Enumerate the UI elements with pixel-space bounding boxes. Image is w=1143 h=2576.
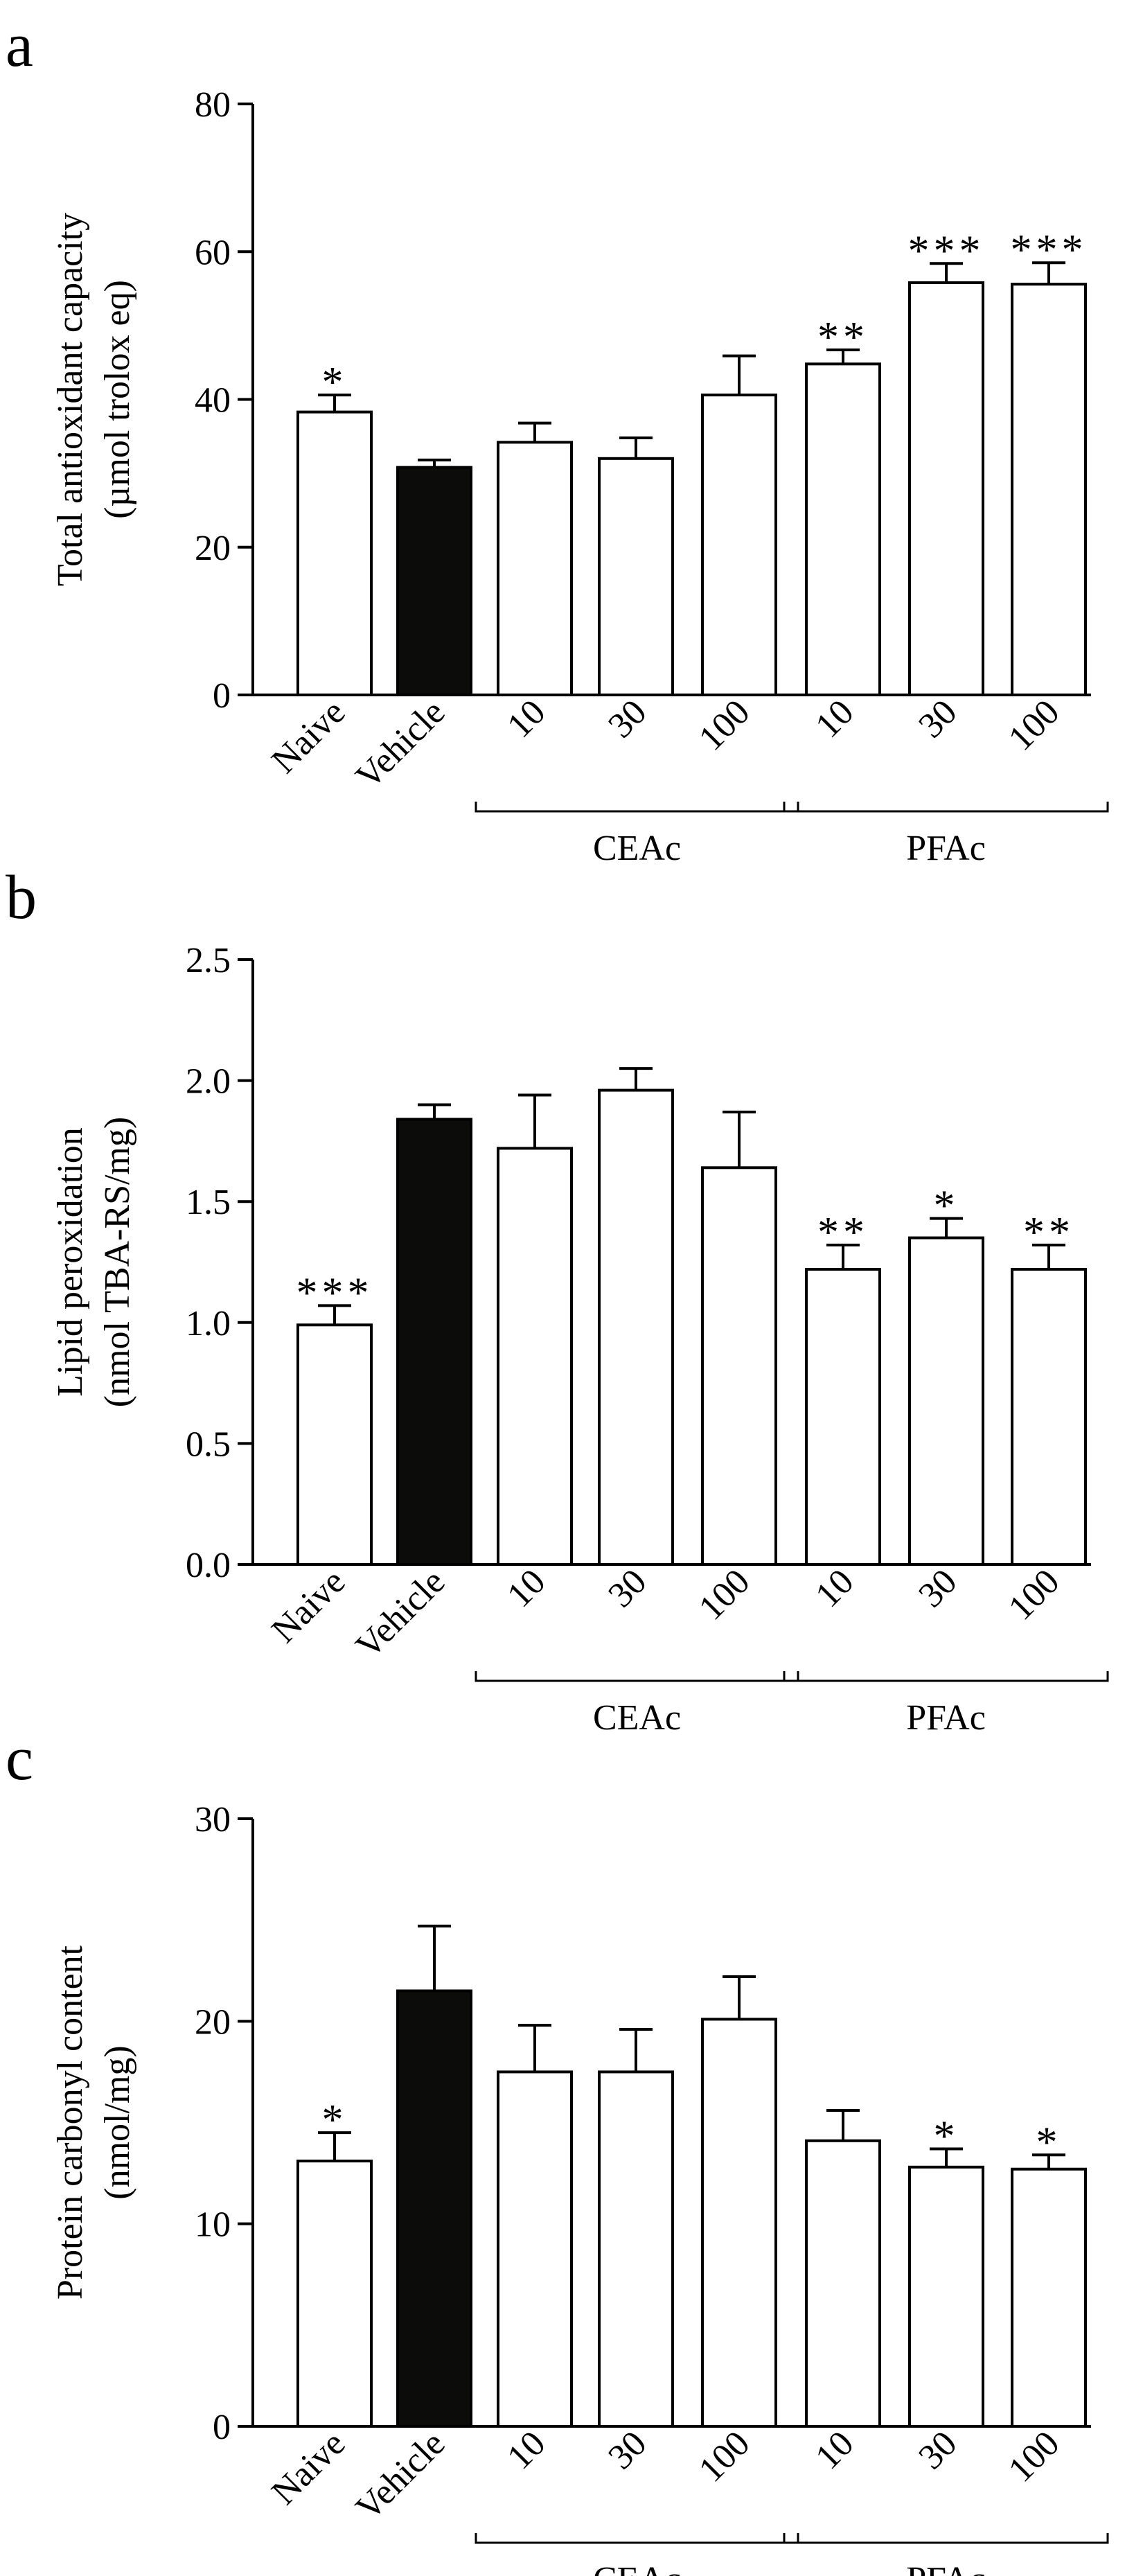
bar xyxy=(805,2139,881,2428)
bar xyxy=(396,466,472,696)
x-tick-label: 10 xyxy=(499,1562,553,1615)
y-tick-label: 0 xyxy=(213,676,231,716)
group-bracket xyxy=(783,802,1109,813)
bar xyxy=(701,1166,777,1566)
y-axis-label-units: (µmol trolox eq) xyxy=(98,280,137,519)
group-label: CEAc xyxy=(593,2560,681,2576)
y-tick-label: 0 xyxy=(213,2408,231,2447)
x-tick-label: Vehicle xyxy=(348,2424,453,2528)
significance-mark: ** xyxy=(817,314,869,361)
bar xyxy=(296,2160,373,2428)
significance-mark: ** xyxy=(817,1209,869,1256)
x-tick-label: 10 xyxy=(499,692,553,746)
panel-c: c Protein carbonyl content (nmol/mg) 0 10 20 3… xyxy=(6,1724,1109,2576)
bar xyxy=(908,1236,984,1566)
x-tick-label: 100 xyxy=(691,1562,757,1627)
y-tick-label: 2.0 xyxy=(186,1062,231,1102)
y-tick-label: 1.0 xyxy=(186,1304,231,1343)
bar xyxy=(296,410,373,696)
significance-mark: ** xyxy=(1023,1209,1074,1256)
group-bracket xyxy=(783,2533,1109,2544)
x-tick-label: 100 xyxy=(1001,692,1067,758)
panel-letter: a xyxy=(6,11,33,80)
bar xyxy=(598,2070,674,2428)
significance-mark: * xyxy=(322,2097,348,2144)
x-tick-label: 30 xyxy=(911,692,964,746)
bar xyxy=(1011,2167,1087,2428)
bar xyxy=(497,2070,573,2428)
group-bracket xyxy=(475,802,799,813)
y-tick-label: 0.0 xyxy=(186,1546,231,1585)
group-label: PFAc xyxy=(906,1698,986,1738)
y-tick-label: 2.5 xyxy=(186,941,231,980)
bar xyxy=(497,441,573,697)
y-tick-label: 20 xyxy=(195,529,231,568)
x-tick-label: Naive xyxy=(264,2424,353,2512)
panel-b: b Lipid peroxidation (nmol TBA-RS/mg) 0.0 0.… xyxy=(6,863,1109,1738)
y-axis-label: Lipid peroxidation xyxy=(51,1127,90,1396)
x-tick-label: 100 xyxy=(691,2424,757,2489)
bar xyxy=(497,1147,573,1566)
panel-a: a Total antioxidant capacity (µmol trolox … xyxy=(6,11,1109,868)
y-tick-label: 0.5 xyxy=(186,1424,231,1464)
x-tick-label: Naive xyxy=(264,1562,353,1650)
x-tick-label: Vehicle xyxy=(348,692,453,797)
y-tick-label: 10 xyxy=(195,2205,231,2245)
y-axis-label: Protein carbonyl content xyxy=(51,1945,90,2300)
x-tick-label: 10 xyxy=(808,692,861,746)
significance-mark: *** xyxy=(908,227,985,274)
y-tick-label: 20 xyxy=(195,2002,231,2042)
y-tick-label: 80 xyxy=(195,85,231,125)
y-tick-label: 60 xyxy=(195,233,231,272)
x-tick-label: 30 xyxy=(911,2424,964,2477)
group-bracket xyxy=(475,1671,799,1682)
group-label: CEAc xyxy=(593,1698,681,1738)
bar xyxy=(598,1088,674,1566)
group-bracket xyxy=(475,2533,799,2544)
x-tick-label: 10 xyxy=(808,2424,861,2477)
y-axis-label-units: (nmol/mg) xyxy=(98,2045,137,2199)
significance-mark: *** xyxy=(296,1269,373,1316)
group-bracket xyxy=(783,1671,1109,1682)
x-tick-label: 30 xyxy=(601,2424,654,2477)
bar xyxy=(908,281,984,697)
y-tick-label: 30 xyxy=(195,1800,231,1840)
x-tick-label: 100 xyxy=(691,692,757,758)
bar xyxy=(701,394,777,696)
significance-mark: * xyxy=(934,2113,959,2160)
x-tick-label: Vehicle xyxy=(348,1562,453,1666)
x-tick-label: 30 xyxy=(601,692,654,746)
bar xyxy=(1011,1267,1087,1566)
significance-mark: * xyxy=(1036,2119,1062,2166)
x-tick-label: 30 xyxy=(911,1562,964,1615)
bar xyxy=(296,1323,373,1566)
group-label: PFAc xyxy=(906,2560,986,2576)
y-tick-label: 40 xyxy=(195,381,231,421)
bar xyxy=(396,1989,472,2428)
significance-mark: * xyxy=(322,359,348,406)
x-tick-label: 10 xyxy=(808,1562,861,1615)
bar xyxy=(805,362,881,696)
bar xyxy=(1011,283,1087,697)
group-label: CEAc xyxy=(593,829,681,868)
y-axis-label: Total antioxidant capacity xyxy=(51,213,90,586)
y-tick-label: 1.5 xyxy=(186,1183,231,1222)
bar xyxy=(598,457,674,696)
y-axis-label-units: (nmol TBA-RS/mg) xyxy=(98,1117,137,1407)
x-tick-label: Naive xyxy=(264,692,353,781)
bar xyxy=(396,1118,472,1567)
x-tick-label: 10 xyxy=(499,2424,553,2477)
significance-mark: *** xyxy=(1011,227,1088,274)
bar xyxy=(908,2165,984,2428)
significance-mark: * xyxy=(934,1183,959,1230)
x-tick-label: 30 xyxy=(601,1562,654,1615)
x-tick-label: 100 xyxy=(1001,1562,1067,1627)
panel-letter: c xyxy=(6,1724,33,1793)
group-label: PFAc xyxy=(906,829,986,868)
bar xyxy=(805,1267,881,1566)
bar xyxy=(701,2018,777,2428)
x-tick-label: 100 xyxy=(1001,2424,1067,2489)
panel-letter: b xyxy=(6,863,37,932)
